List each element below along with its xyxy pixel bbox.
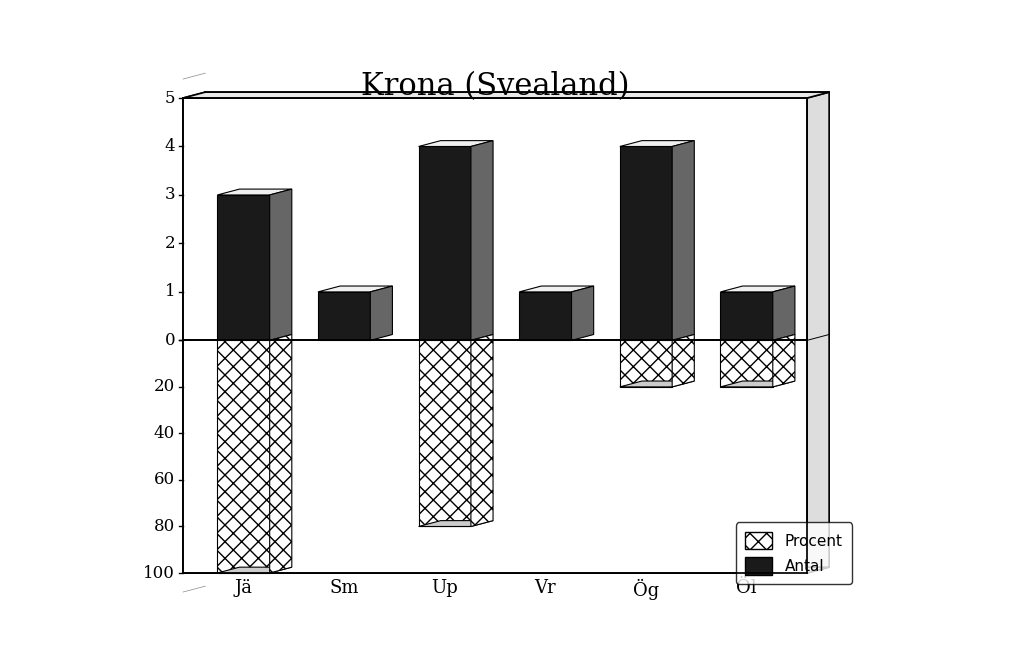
Text: Öl: Öl (737, 579, 757, 597)
Polygon shape (620, 140, 695, 147)
Polygon shape (720, 286, 795, 292)
Text: Up: Up (432, 579, 458, 597)
Polygon shape (418, 520, 493, 527)
Polygon shape (772, 286, 795, 341)
Polygon shape (217, 567, 292, 573)
Text: 4: 4 (165, 138, 175, 155)
Text: 1: 1 (165, 284, 175, 300)
Polygon shape (807, 92, 829, 573)
Polygon shape (672, 140, 695, 341)
Text: 0: 0 (165, 332, 175, 349)
Text: 80: 80 (153, 518, 175, 535)
Polygon shape (471, 140, 493, 341)
Polygon shape (672, 334, 695, 387)
Polygon shape (217, 341, 270, 573)
Text: 5: 5 (165, 90, 175, 106)
Text: 100: 100 (143, 565, 175, 581)
Polygon shape (620, 147, 672, 341)
Polygon shape (572, 286, 593, 341)
Polygon shape (217, 195, 270, 341)
Polygon shape (270, 334, 292, 573)
Text: Ög: Ög (633, 579, 659, 600)
Polygon shape (720, 381, 795, 387)
Polygon shape (418, 147, 471, 341)
Polygon shape (217, 189, 292, 195)
Polygon shape (318, 292, 370, 341)
Polygon shape (270, 189, 292, 341)
Polygon shape (418, 341, 471, 527)
Polygon shape (370, 286, 393, 341)
Polygon shape (520, 292, 572, 341)
Text: Sm: Sm (329, 579, 359, 597)
Polygon shape (772, 334, 795, 387)
Polygon shape (183, 98, 807, 573)
Polygon shape (183, 98, 807, 573)
Text: Krona (Svealand): Krona (Svealand) (361, 71, 629, 102)
Polygon shape (620, 381, 695, 387)
Polygon shape (318, 286, 393, 292)
Polygon shape (471, 334, 493, 527)
Text: Vr: Vr (535, 579, 557, 597)
Polygon shape (418, 140, 493, 147)
Polygon shape (720, 292, 772, 341)
Text: 2: 2 (165, 235, 175, 252)
Text: 3: 3 (165, 187, 175, 203)
Text: Jä: Jä (234, 579, 253, 597)
Text: 60: 60 (153, 472, 175, 488)
Text: 20: 20 (153, 379, 175, 395)
Text: 40: 40 (153, 425, 175, 442)
Polygon shape (183, 92, 206, 573)
Polygon shape (206, 92, 829, 567)
Polygon shape (183, 92, 829, 98)
Polygon shape (620, 341, 672, 387)
Polygon shape (720, 341, 772, 387)
Polygon shape (520, 286, 593, 292)
Legend: Procent, Antal: Procent, Antal (736, 522, 852, 584)
Polygon shape (183, 567, 829, 573)
